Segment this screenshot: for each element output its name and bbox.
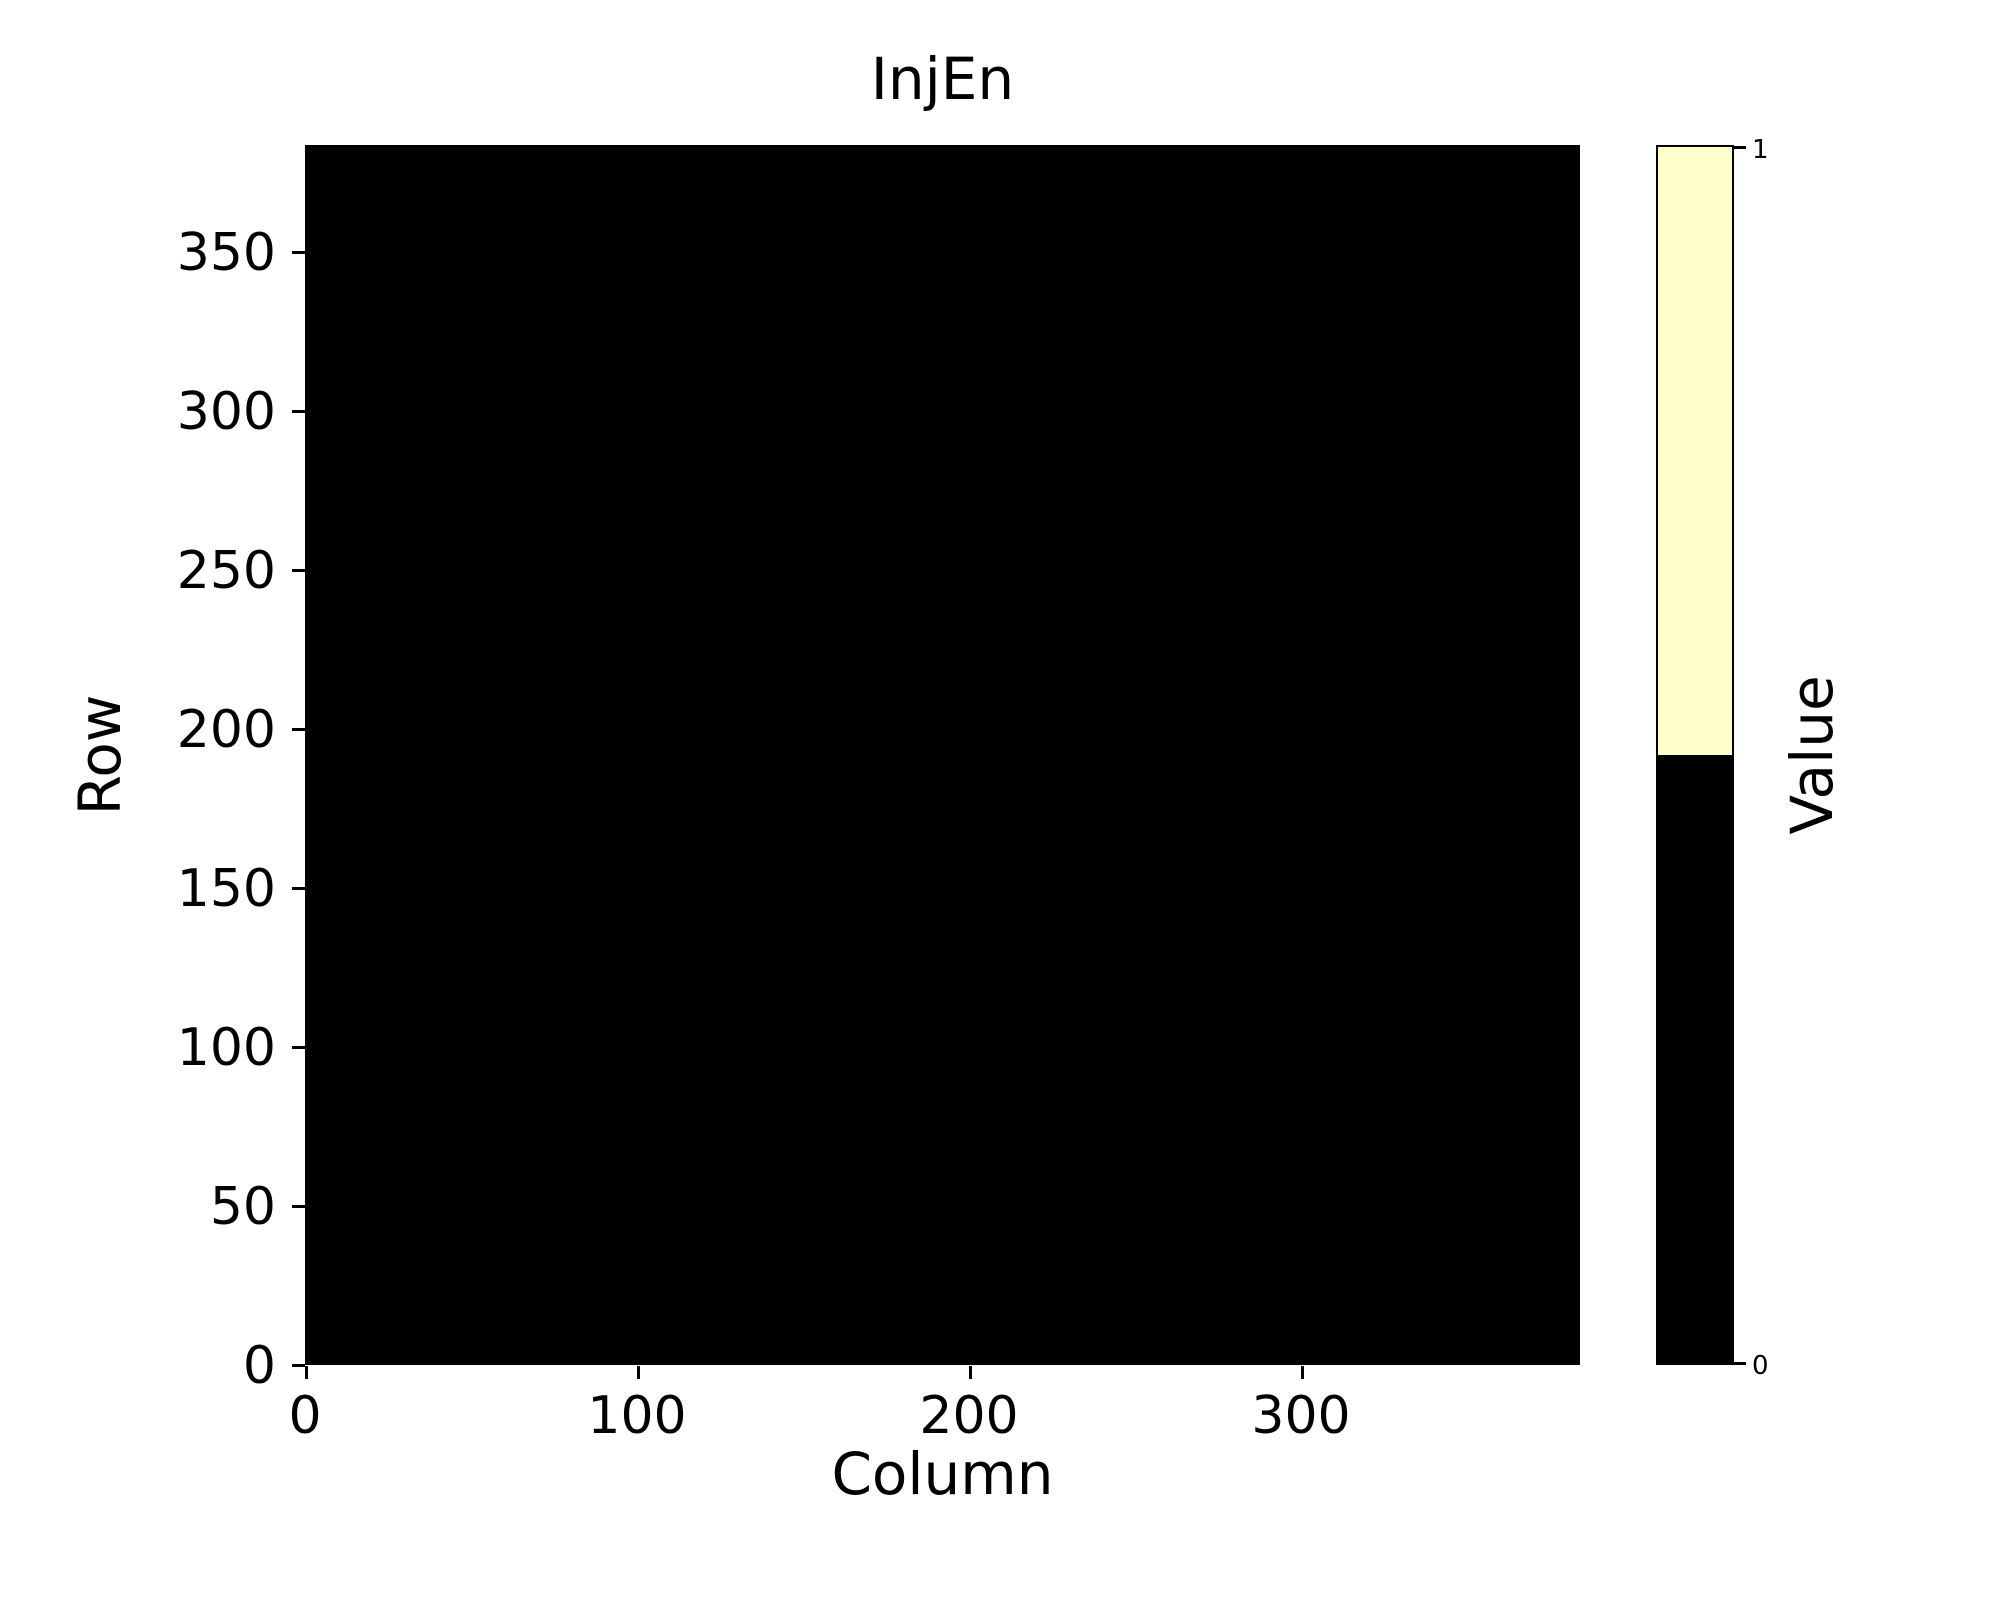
- ytick-mark-300: [292, 410, 305, 413]
- ytick-label-350: 350: [176, 223, 276, 283]
- xtick-mark-300: [1301, 1366, 1304, 1379]
- ytick-label-50: 50: [209, 1177, 276, 1237]
- xtick-label-200: 200: [919, 1386, 1019, 1446]
- colorbar-low-band: [1658, 755, 1732, 1363]
- colorbar-tick-label-bottom: 0: [1752, 1351, 1769, 1381]
- colorbar-tick-mark-top: [1734, 146, 1746, 149]
- xtick-mark-0: [305, 1366, 308, 1379]
- xtick-mark-200: [969, 1366, 972, 1379]
- ytick-label-300: 300: [176, 382, 276, 442]
- heatmap-image: [305, 145, 1580, 1365]
- ytick-mark-100: [292, 1046, 305, 1049]
- xtick-label-300: 300: [1251, 1386, 1351, 1446]
- colorbar-label: Value: [1778, 675, 1846, 835]
- y-axis-label: Row: [66, 694, 134, 816]
- heatmap-axes[interactable]: [305, 145, 1580, 1365]
- ytick-label-200: 200: [176, 700, 276, 760]
- page-title: InjEn: [870, 45, 1015, 113]
- colorbar-high-band: [1658, 147, 1732, 755]
- ytick-label-100: 100: [176, 1018, 276, 1078]
- ytick-mark-50: [292, 1205, 305, 1208]
- ytick-mark-150: [292, 887, 305, 890]
- xtick-mark-100: [637, 1366, 640, 1379]
- ytick-label-150: 150: [176, 859, 276, 919]
- xtick-label-100: 100: [587, 1386, 687, 1446]
- colorbar-tick-mark-bottom: [1734, 1362, 1746, 1365]
- x-axis-label: Column: [831, 1440, 1054, 1508]
- ytick-mark-0: [292, 1364, 305, 1367]
- colorbar-tick-label-top: 1: [1752, 135, 1769, 165]
- ytick-label-0: 0: [242, 1336, 276, 1396]
- ytick-label-250: 250: [176, 541, 276, 601]
- ytick-mark-250: [292, 569, 305, 572]
- ytick-mark-200: [292, 728, 305, 731]
- colorbar[interactable]: [1656, 145, 1734, 1365]
- ytick-mark-350: [292, 251, 305, 254]
- xtick-label-0: 0: [288, 1386, 322, 1446]
